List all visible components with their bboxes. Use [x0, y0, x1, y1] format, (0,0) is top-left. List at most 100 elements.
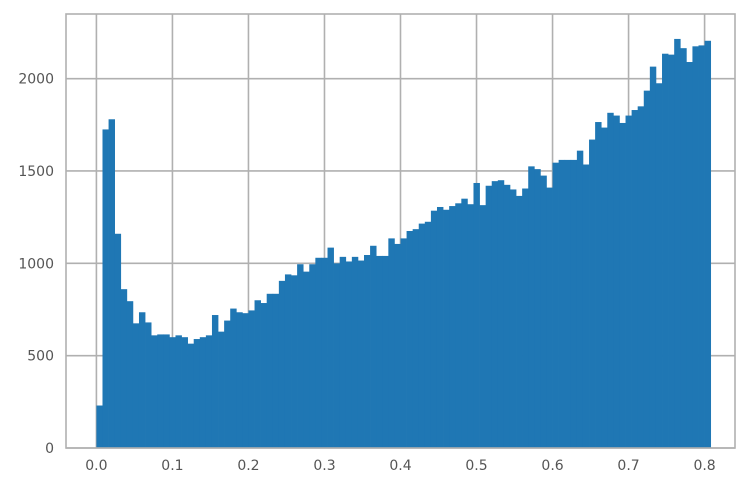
histogram-bar	[163, 334, 170, 448]
histogram-bar	[649, 66, 657, 448]
histogram-bar	[674, 38, 681, 449]
histogram-bar	[558, 159, 566, 448]
histogram-bar	[631, 110, 639, 448]
histogram-bar	[321, 257, 328, 448]
histogram-bar	[291, 275, 298, 448]
histogram-bar	[698, 45, 705, 449]
histogram-bar	[576, 150, 584, 448]
histogram-bar	[613, 115, 620, 448]
histogram-bar	[436, 206, 444, 448]
histogram-bar	[637, 106, 645, 448]
histogram-bar	[151, 335, 158, 448]
histogram-bars	[96, 38, 712, 449]
histogram-bar	[692, 46, 699, 448]
x-tick-label: 0.1	[161, 458, 183, 474]
histogram-bar	[309, 264, 316, 448]
histogram-bar	[266, 293, 274, 448]
histogram-bar	[205, 335, 213, 448]
histogram-bar	[169, 337, 176, 448]
histogram-bar	[120, 289, 128, 448]
histogram-bar	[607, 112, 614, 449]
histogram-bar	[485, 185, 493, 448]
histogram-bar	[680, 48, 687, 449]
plot-frame	[65, 13, 736, 449]
histogram-bar	[327, 247, 334, 448]
histogram-bar	[564, 159, 572, 448]
histogram-bar	[345, 261, 353, 448]
histogram-bar	[278, 280, 286, 448]
histogram-bar	[619, 122, 626, 449]
histogram-bar	[351, 256, 359, 448]
histogram-bar	[242, 313, 249, 448]
histogram-bar	[230, 308, 237, 448]
x-tick-label: 0.2	[237, 458, 259, 474]
histogram-bar	[108, 119, 115, 449]
histogram-bar	[272, 293, 280, 448]
histogram-bar	[582, 164, 590, 448]
histogram-bar	[418, 223, 426, 448]
histogram-bar	[601, 127, 608, 448]
histogram-bar	[388, 238, 395, 448]
y-tick-label: 1500	[18, 164, 54, 180]
histogram-bar	[284, 274, 292, 448]
histogram-bar	[412, 229, 420, 448]
histogram-bar	[570, 159, 578, 448]
histogram-bar	[132, 323, 140, 448]
histogram-bar	[430, 210, 438, 448]
histogram-bar	[297, 264, 304, 448]
histogram-bar	[187, 343, 195, 448]
histogram-bar	[455, 203, 462, 448]
histogram-bar	[449, 206, 456, 448]
histogram-bar	[643, 90, 651, 448]
histogram-bar	[497, 180, 505, 448]
histogram-bar	[199, 337, 207, 448]
histogram-bar	[254, 300, 261, 448]
histogram-bar	[376, 255, 383, 448]
histogram-bar	[589, 139, 596, 448]
histogram-bar	[686, 62, 693, 449]
histogram-bar	[503, 184, 511, 448]
y-tick-label: 1000	[18, 256, 54, 272]
histogram-bar	[546, 187, 553, 448]
histogram-bar	[126, 301, 134, 448]
histogram-bar	[655, 83, 663, 448]
histogram-bar	[491, 181, 499, 448]
histogram-bar	[528, 166, 535, 449]
histogram-bar	[625, 115, 632, 448]
histogram-bar	[224, 320, 231, 448]
histogram-bar	[114, 233, 122, 448]
histogram-bar	[357, 260, 365, 448]
x-tick-label: 0.7	[617, 458, 639, 474]
x-tick-label: 0.5	[465, 458, 487, 474]
histogram-bar	[540, 175, 547, 448]
histogram-bar	[479, 205, 486, 448]
y-axis-ticks: 0 500 1000 1500 2000	[18, 72, 54, 457]
histogram-bar	[552, 162, 559, 449]
histogram-bar	[218, 331, 225, 448]
histogram-bar	[102, 129, 109, 448]
histogram-bar	[339, 256, 347, 448]
histogram-bar	[138, 312, 146, 448]
histogram-bar	[145, 322, 152, 448]
histogram-bar	[443, 209, 450, 448]
x-axis-ticks: 0.0 0.1 0.2 0.3 0.4 0.5 0.6 0.7 0.8	[85, 458, 715, 474]
x-tick-label: 0.6	[541, 458, 563, 474]
histogram-bar	[595, 122, 602, 448]
y-tick-label: 2000	[18, 72, 54, 88]
x-tick-label: 0.8	[693, 458, 715, 474]
histogram-bar	[382, 255, 389, 448]
y-tick-label: 0	[45, 441, 54, 457]
histogram-bar	[406, 231, 414, 448]
histogram-bar	[370, 245, 377, 448]
histogram-bar	[236, 312, 243, 448]
histogram-bar	[303, 271, 310, 448]
histogram-bar	[522, 188, 529, 448]
x-tick-label: 0.0	[85, 458, 107, 474]
histogram-bar	[181, 337, 188, 448]
histogram-bar	[333, 263, 341, 448]
histogram-bar	[400, 238, 407, 448]
histogram-bar	[157, 334, 164, 448]
histogram-bar	[260, 303, 268, 448]
x-tick-label: 0.4	[389, 458, 411, 474]
